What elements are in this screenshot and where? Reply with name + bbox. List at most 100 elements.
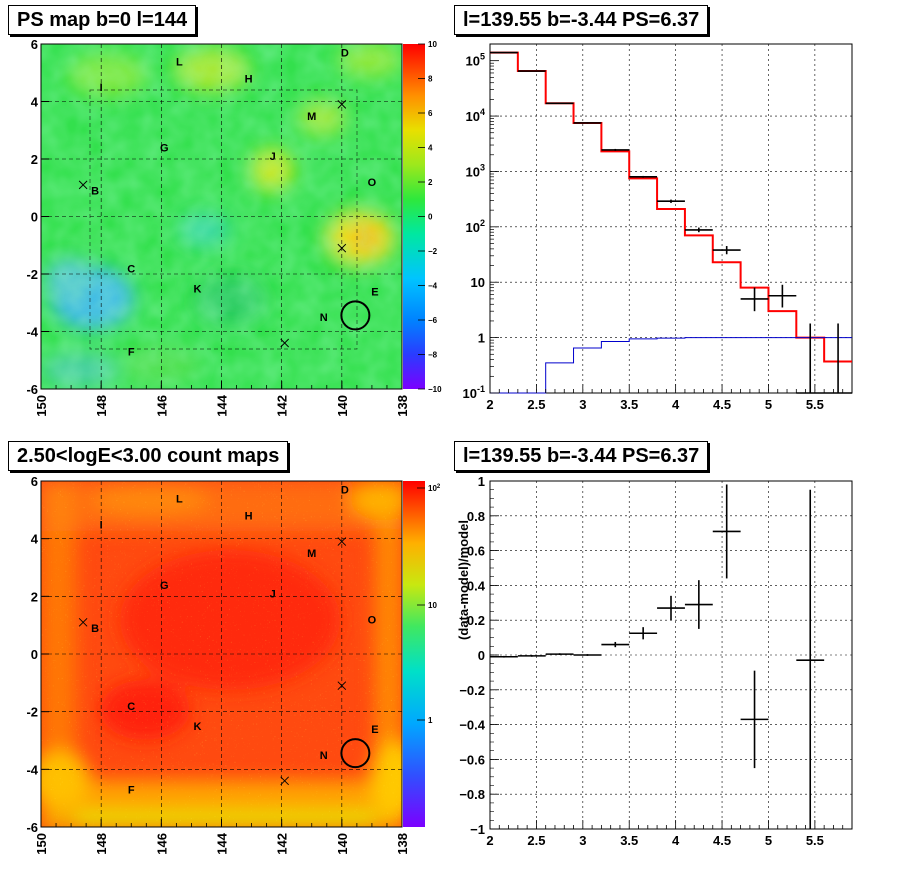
residual-ylabel: (data-model)/model: [456, 520, 471, 640]
source-label: H: [245, 511, 253, 523]
source-label: N: [320, 750, 328, 762]
roi-box: [89, 89, 358, 350]
tick-label-x: 2: [486, 833, 493, 848]
source-label: N: [320, 312, 328, 324]
tick-label-y: −0.4: [459, 718, 485, 733]
colorbar-tick-label: 2: [428, 178, 433, 187]
tick-label-y: 10-1: [463, 384, 485, 401]
source-label: O: [368, 614, 377, 626]
map2-grid: [41, 481, 402, 827]
map1-axes: 150 148 146 144 142 140 138 6 4 2 0 -2 -4 -6: [26, 37, 410, 417]
colorbar-ps: [403, 44, 425, 389]
source-label: G: [160, 143, 169, 155]
source-label: H: [245, 74, 253, 86]
source-label: I: [100, 82, 103, 94]
tick-label-x: 3.5: [620, 833, 638, 848]
spectrum-series: [490, 51, 852, 394]
tick-label-y: 2: [31, 152, 38, 167]
tick-label-x: 4: [672, 397, 680, 412]
tick-label-y: 102: [466, 218, 485, 235]
colorbar-tick-label: 102: [428, 484, 441, 493]
source-cross-marker: [78, 180, 88, 190]
source-label: K: [193, 721, 201, 733]
colorbar-counts-ticks: 102 10 1: [417, 484, 441, 725]
source-cross-marker: [337, 243, 347, 253]
colorbar-tick-label: 0: [428, 213, 433, 222]
colorbar-tick-label: 8: [428, 75, 433, 84]
tick-label-x: 148: [94, 833, 109, 855]
source-cross-marker: [280, 338, 289, 348]
residual-axes: 2 2.5 3 3.5 4 4.5 5 5.5 1 0.8 0.6 0.4 0.2 0 −0.2 −0.4 −0…: [459, 474, 853, 848]
colorbar-tick-label: 10: [428, 40, 437, 49]
source-label: L: [176, 56, 183, 68]
tick-label-y: 0.8: [467, 509, 485, 524]
tick-label-x: 142: [275, 833, 290, 855]
source-label: B: [91, 186, 99, 198]
count-map-image: [41, 481, 402, 827]
spectrum-grid: [490, 44, 852, 393]
map1-title: PS map b=0 l=144: [8, 5, 197, 35]
colorbar-tick-label: −4: [428, 282, 438, 291]
tick-label-x: 2: [486, 397, 493, 412]
tick-label-y: 1: [478, 331, 485, 346]
source-label: F: [128, 347, 135, 359]
tick-label-y: −0.6: [459, 752, 485, 767]
source-label: J: [270, 151, 276, 163]
residual-panel: 2 2.5 3 3.5 4 4.5 5 5.5 1 0.8 0.6 0.4 0.2 0 −0.2 −0.4 −0…: [456, 474, 853, 848]
map2-sources: L H D I M G J O B C K E N F: [78, 485, 379, 797]
source-label: M: [307, 548, 316, 560]
count-map-panel: L H D I M G J O B C K E N F 150 148 146 144 142 140 138 6 4 2 0…: [26, 474, 440, 855]
source-label: C: [127, 263, 135, 275]
source-label: M: [307, 111, 316, 123]
tick-label-y: 0.6: [467, 544, 485, 559]
tick-label-y: 0: [31, 210, 38, 225]
tick-label-y: -2: [26, 705, 38, 720]
tick-label-x: 138: [395, 395, 410, 417]
tick-label-x: 5: [765, 397, 772, 412]
tick-label-y: -6: [26, 382, 38, 397]
tick-label-x: 148: [94, 395, 109, 417]
tick-label-y: -2: [26, 267, 38, 282]
tick-label-x: 144: [215, 394, 230, 416]
tick-label-y: −0.2: [459, 683, 485, 698]
source-label: J: [270, 588, 276, 600]
tick-label-x: 5: [765, 833, 772, 848]
colorbar-tick-label: 1: [428, 716, 433, 725]
tick-label-x: 142: [275, 395, 290, 417]
colorbar-tick-label: 10: [428, 601, 437, 610]
colorbar-ps-ticks: 10 8 6 4 2 0 −2 −4 −6 −8 −10: [418, 40, 442, 394]
source-cross-marker: [337, 681, 347, 691]
colorbar-tick-label: −2: [428, 247, 438, 256]
tick-label-y: -4: [26, 762, 38, 777]
tick-label-x: 5.5: [806, 833, 824, 848]
tick-label-y: 105: [466, 52, 485, 69]
spectrum-frame: [489, 43, 853, 394]
tick-label-x: 150: [34, 395, 49, 417]
source-label: G: [160, 580, 169, 592]
source-label: K: [193, 283, 201, 295]
tick-label-y: -4: [26, 325, 38, 340]
source-cross-marker: [280, 776, 289, 786]
tick-label-x: 138: [395, 833, 410, 855]
tick-label-y: 6: [31, 37, 38, 52]
source-cross-marker: [337, 537, 347, 546]
tick-label-y: 0: [31, 647, 38, 662]
spectrum-title: l=139.55 b=-3.44 PS=6.37: [454, 5, 709, 35]
tick-label-y: 6: [31, 474, 38, 489]
source-label: F: [128, 785, 135, 797]
tick-label-y: -6: [26, 820, 38, 835]
colorbar-counts: [403, 481, 425, 827]
ps-map-panel: L H D I M G J O B C K E N F 150 148 146 144 142 140 138 6 4 2 0…: [26, 37, 442, 417]
tick-label-y: 10: [471, 275, 485, 290]
source-cross-marker: [337, 100, 347, 109]
colorbar-tick-label: 6: [428, 109, 433, 118]
tick-label-x: 4.5: [713, 397, 731, 412]
map1-grid: [41, 44, 402, 389]
tick-label-y: 0.2: [467, 613, 485, 628]
residual-title: l=139.55 b=-3.44 PS=6.37: [454, 441, 709, 471]
source-label: E: [371, 724, 378, 736]
tick-label-y: 4: [31, 532, 39, 547]
